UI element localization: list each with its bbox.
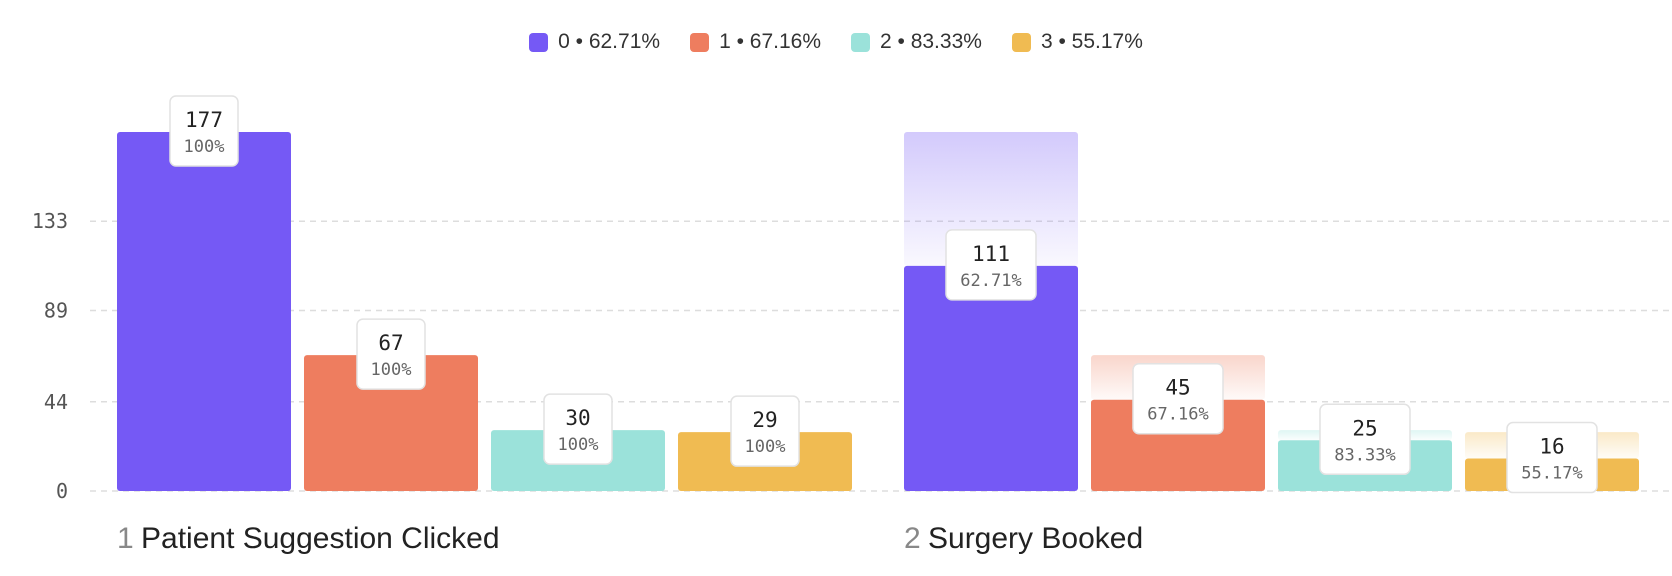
bar-value-label: 67 (378, 331, 403, 355)
bar-series-0-step-1[interactable] (117, 132, 291, 491)
y-tick-label: 44 (44, 390, 68, 414)
bar-label-box (1319, 403, 1411, 476)
bar-series-0-step-2[interactable] (904, 265, 1078, 491)
bar-label: 45 67.16% (1132, 362, 1224, 435)
bar-percent-label: 62.71% (960, 271, 1021, 291)
legend-item-3[interactable]: 3 • 55.17% (1011, 30, 1143, 54)
bar-label-box (945, 229, 1037, 301)
legend-swatch (851, 32, 870, 52)
legend-label: 3 • 55.17% (1040, 30, 1143, 53)
step-name: Patient Suggestion Clicked (141, 522, 500, 555)
bar-percent-label: 55.17% (1521, 464, 1582, 484)
bar-value-label: 16 (1539, 435, 1564, 459)
bar-value-label: 25 (1352, 416, 1377, 440)
legend-label: 2 • 83.33% (880, 30, 982, 53)
legend-item-0[interactable]: 0 • 62.71% (529, 30, 660, 54)
step-name: Surgery Booked (928, 522, 1143, 555)
legend-swatch (1011, 32, 1031, 52)
bar-label-box (730, 395, 800, 467)
bar-label: 111 62.71% (945, 229, 1037, 301)
bar-label-box (543, 393, 613, 465)
legend-swatch (690, 32, 710, 52)
bar-value-label: 30 (565, 406, 590, 430)
bar-label: 25 83.33% (1319, 403, 1411, 476)
legend-label: 0 • 62.71% (558, 30, 661, 53)
bar-percent-label: 100% (371, 360, 412, 380)
y-tick-label: 133 (32, 209, 68, 233)
step-number: 2 (904, 522, 921, 555)
bar-percent-label: 67.16% (1147, 405, 1208, 425)
bar-value-label: 111 (972, 242, 1010, 266)
bar-value-label: 45 (1165, 376, 1190, 400)
step-number: 1 (117, 522, 134, 555)
bar-label: 29 100% (730, 395, 800, 467)
chart-legend: 0 • 62.71% 1 • 67.16% 2 • 83.33% 3 • 55.17% (0, 30, 1672, 54)
bar-percent-label: 83.33% (1334, 445, 1395, 465)
y-tick-label: 0 (56, 479, 68, 503)
bar-label: 67 100% (356, 318, 426, 390)
bar-percent-label: 100% (745, 437, 786, 457)
bar-label-box (1132, 362, 1224, 435)
bar-percent-label: 100% (558, 435, 599, 455)
bar-value-label: 177 (185, 108, 223, 132)
bar-label-box (356, 318, 426, 390)
legend-label: 1 • 67.16% (719, 30, 821, 53)
bar-percent-label: 100% (184, 137, 225, 157)
bar-value-label: 29 (752, 408, 777, 432)
legend-swatch (529, 32, 549, 52)
legend-item-2[interactable]: 2 • 83.33% (851, 30, 982, 54)
bar-label: 30 100% (543, 393, 613, 465)
legend-item-1[interactable]: 1 • 67.16% (690, 30, 821, 54)
bar-label-box (169, 95, 239, 167)
bar-label: 177 100% (169, 95, 239, 167)
bar-label: 16 55.17% (1506, 421, 1598, 494)
bar-label-box (1506, 421, 1598, 494)
bar-series-1-step-1[interactable] (304, 355, 478, 491)
y-tick-label: 89 (44, 298, 68, 322)
